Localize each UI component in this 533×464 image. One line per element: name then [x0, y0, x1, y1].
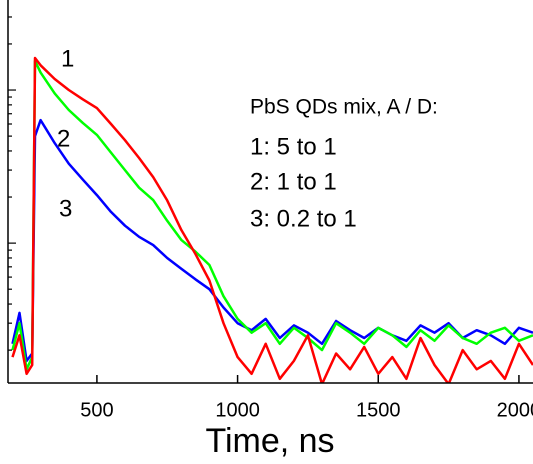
- series-line: [11, 118, 533, 363]
- series-label: 1: [61, 45, 74, 72]
- annotation: 3: 0.2 to 1: [250, 205, 357, 232]
- x-axis-label: Time, ns: [205, 422, 334, 460]
- series-label: 3: [59, 195, 72, 222]
- annotation: PbS QDs mix, A / D:: [250, 96, 438, 119]
- x-tick-label: 1500: [356, 399, 401, 421]
- x-tick-label: 1000: [215, 399, 260, 421]
- annotation: 2: 1 to 1: [250, 168, 337, 195]
- series-label: 2: [57, 125, 70, 152]
- x-tick-label: 2000: [497, 399, 533, 421]
- plot-area: [11, 56, 533, 383]
- series-line: [11, 59, 533, 371]
- annotation: 1: 5 to 1: [250, 133, 337, 160]
- x-tick-label: 500: [80, 399, 113, 421]
- series-line: [11, 56, 533, 383]
